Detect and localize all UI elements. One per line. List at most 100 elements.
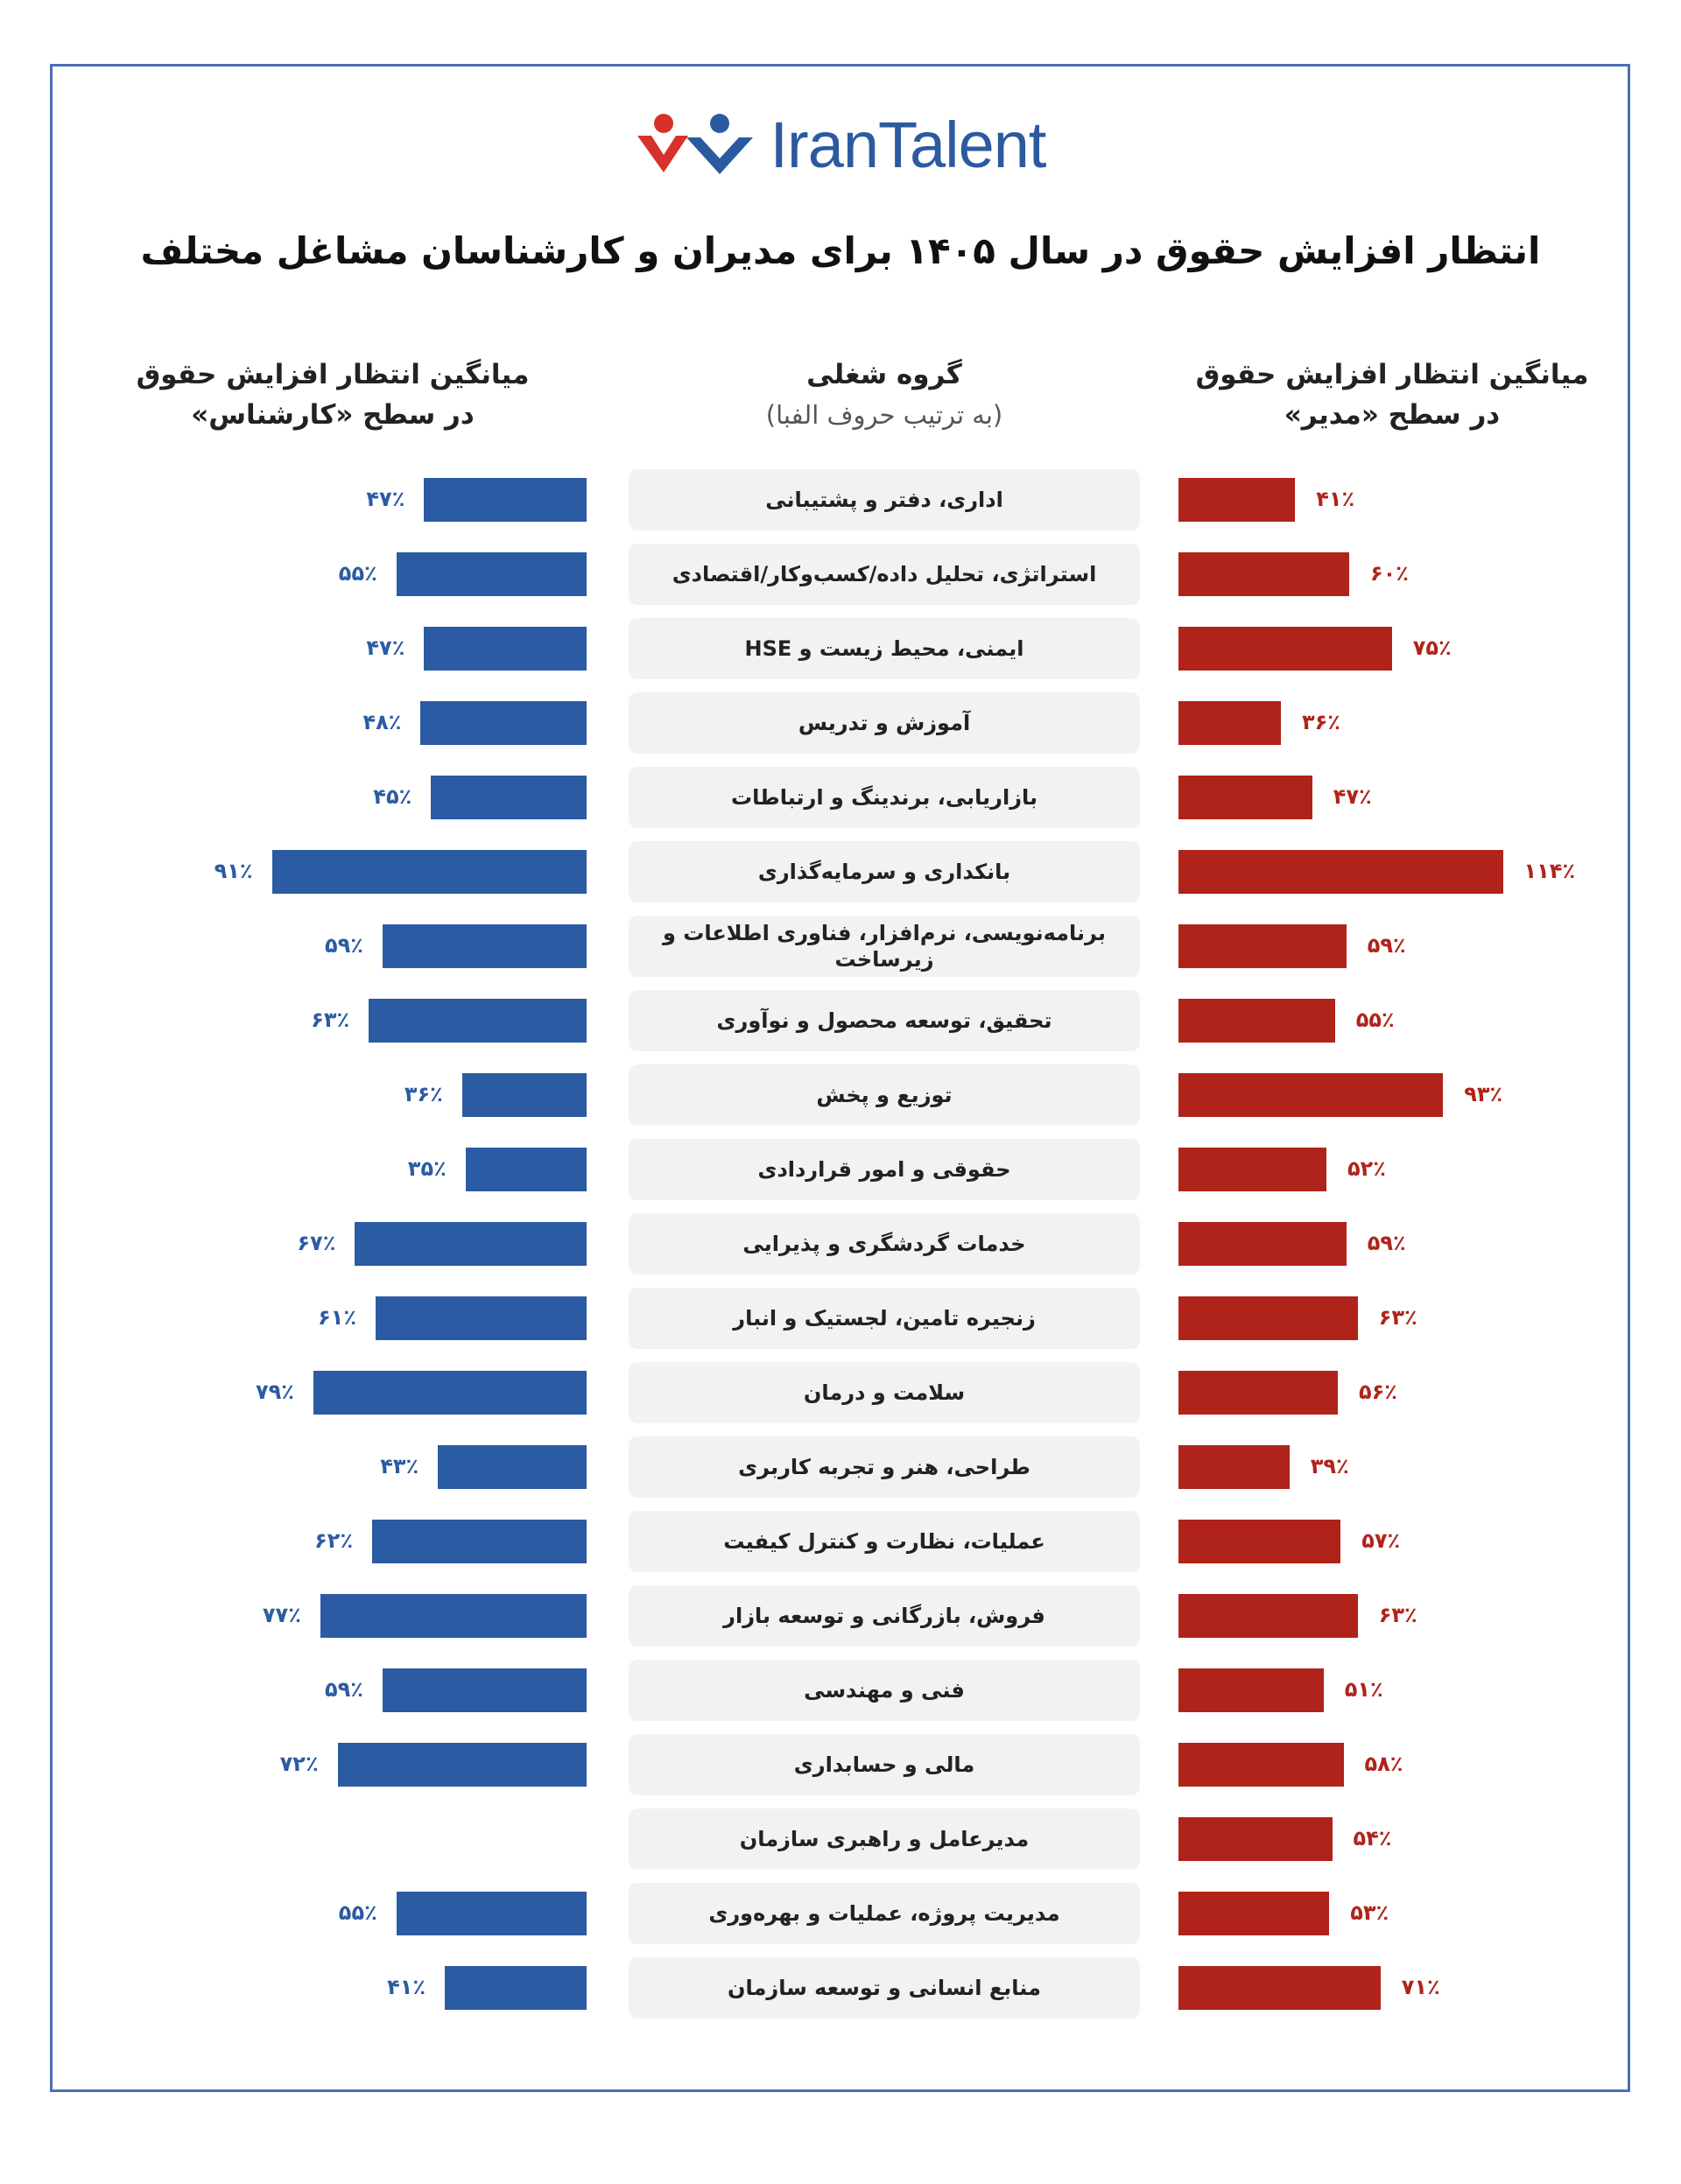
- chart-row: بانکداری و سرمایه‌گذاری ۹۱٪ ۱۱۴٪: [0, 841, 1681, 902]
- expert-bar: [372, 1520, 587, 1563]
- category-label: زنجیره تامین، لجستیک و انبار: [629, 1288, 1140, 1349]
- category-label: عملیات، نظارت و کنترل کیفیت: [629, 1511, 1140, 1572]
- manager-bar: [1178, 1296, 1358, 1340]
- category-header: گروه شغلی (به ترتیب حروف الفبا): [629, 355, 1140, 435]
- category-header-title: گروه شغلی: [806, 359, 962, 390]
- expert-bar: [313, 1371, 587, 1415]
- manager-bar: [1178, 1892, 1330, 1935]
- expert-bar: [424, 478, 587, 522]
- manager-value-label: ۵۹٪: [1367, 933, 1406, 958]
- category-label: طراحی، هنر و تجربه کاربری: [629, 1436, 1140, 1498]
- chart-row: مدیرعامل و راهبری سازمان ۵۴٪: [0, 1808, 1681, 1870]
- category-label: فروش، بازرگانی و توسعه بازار: [629, 1585, 1140, 1647]
- expert-bar: [445, 1966, 587, 2010]
- category-header-subtitle: (به ترتیب حروف الفبا): [765, 400, 1003, 430]
- expert-value-label: ۳۶٪: [404, 1082, 443, 1106]
- irantalent-logo: IranTalent: [0, 105, 1681, 184]
- category-label: توزیع و پخش: [629, 1064, 1140, 1126]
- expert-header: میانگین انتظار افزایش حقوق در سطح «کارشن…: [96, 355, 569, 435]
- manager-value-label: ۵۶٪: [1359, 1380, 1397, 1404]
- manager-value-label: ۷۱٪: [1401, 1975, 1440, 1999]
- chart-row: استراتژی، تحلیل داده/کسب‌وکار/اقتصادی ۵۵٪…: [0, 544, 1681, 605]
- manager-bar: [1178, 776, 1312, 819]
- manager-bar: [1178, 1445, 1290, 1489]
- expert-bar: [271, 850, 587, 894]
- expert-value-label: ۵۹٪: [325, 1677, 363, 1702]
- expert-bar: [465, 1148, 587, 1191]
- expert-value-label: ۴۷٪: [366, 636, 405, 660]
- chart-row: ایمنی، محیط زیست و HSE ۴۷٪ ۷۵٪: [0, 618, 1681, 679]
- manager-bar: [1178, 1073, 1444, 1117]
- expert-bar: [382, 924, 587, 968]
- chart-row: اداری، دفتر و پشتیبانی ۴۷٪ ۴۱٪: [0, 469, 1681, 530]
- category-label: حقوقی و امور قراردادی: [629, 1139, 1140, 1200]
- expert-value-label: ۷۷٪: [262, 1603, 301, 1627]
- chart-frame: [50, 64, 1630, 2092]
- category-label: فنی و مهندسی: [629, 1660, 1140, 1721]
- category-label: تحقیق، توسعه محصول و نوآوری: [629, 990, 1140, 1051]
- expert-bar: [424, 627, 587, 671]
- manager-value-label: ۵۹٪: [1367, 1231, 1406, 1255]
- manager-value-label: ۵۷٪: [1361, 1528, 1401, 1553]
- manager-value-label: ۶۳٪: [1378, 1603, 1417, 1627]
- expert-bar: [320, 1594, 587, 1638]
- manager-bar: [1178, 478, 1296, 522]
- chart-row: فنی و مهندسی ۵۹٪ ۵۱٪: [0, 1660, 1681, 1721]
- logo-people-icon: [637, 114, 753, 174]
- chart-row: عملیات، نظارت و کنترل کیفیت ۶۲٪ ۵۷٪: [0, 1511, 1681, 1572]
- chart-row: زنجیره تامین، لجستیک و انبار ۶۱٪ ۶۳٪: [0, 1288, 1681, 1349]
- manager-bar: [1178, 1371, 1338, 1415]
- manager-value-label: ۱۱۴٪: [1523, 859, 1576, 883]
- expert-value-label: ۴۵٪: [373, 784, 412, 809]
- manager-bar: [1178, 627, 1392, 671]
- manager-bar: [1178, 1520, 1341, 1563]
- manager-bar: [1178, 924, 1347, 968]
- manager-value-label: ۵۵٪: [1355, 1008, 1395, 1032]
- manager-header-line1: میانگین انتظار افزایش حقوق: [1195, 359, 1589, 390]
- chart-row: بازاریابی، برندینگ و ارتباطات ۴۵٪ ۴۷٪: [0, 767, 1681, 828]
- chart-row: فروش، بازرگانی و توسعه بازار ۷۷٪ ۶۳٪: [0, 1585, 1681, 1647]
- category-label: خدمات گردشگری و پذیرایی: [629, 1213, 1140, 1275]
- expert-value-label: ۴۱٪: [387, 1975, 426, 1999]
- expert-value-label: ۶۱٪: [318, 1305, 357, 1330]
- expert-bar: [431, 776, 587, 819]
- chart-row: منابع انسانی و توسعه سازمان ۴۱٪ ۷۱٪: [0, 1957, 1681, 2019]
- manager-header-line2: در سطح «مدیر»: [1284, 399, 1501, 431]
- manager-value-label: ۵۴٪: [1353, 1826, 1392, 1850]
- category-label: ایمنی، محیط زیست و HSE: [629, 618, 1140, 679]
- expert-bar: [369, 999, 587, 1043]
- chart-row: طراحی، هنر و تجربه کاربری ۴۳٪ ۳۹٪: [0, 1436, 1681, 1498]
- expert-bar: [438, 1445, 587, 1489]
- category-label: مدیریت پروژه، عملیات و بهره‌وری: [629, 1883, 1140, 1944]
- manager-value-label: ۵۱٪: [1344, 1677, 1383, 1702]
- expert-value-label: ۷۲٪: [279, 1752, 319, 1776]
- expert-value-label: ۴۸٪: [362, 710, 402, 734]
- expert-value-label: ۶۲٪: [314, 1528, 354, 1553]
- expert-bar: [396, 552, 587, 596]
- manager-value-label: ۵۸٪: [1364, 1752, 1403, 1776]
- category-label: منابع انسانی و توسعه سازمان: [629, 1957, 1140, 2019]
- expert-bar: [382, 1668, 587, 1712]
- manager-value-label: ۳۹٪: [1310, 1454, 1349, 1478]
- expert-bar: [396, 1892, 587, 1935]
- manager-bar: [1178, 1743, 1344, 1787]
- chart-row: مدیریت پروژه، عملیات و بهره‌وری ۵۵٪ ۵۳٪: [0, 1883, 1681, 1944]
- manager-value-label: ۷۵٪: [1412, 636, 1452, 660]
- chart-row: خدمات گردشگری و پذیرایی ۶۷٪ ۵۹٪: [0, 1213, 1681, 1275]
- chart-row: توزیع و پخش ۳۶٪ ۹۳٪: [0, 1064, 1681, 1126]
- manager-bar: [1178, 701, 1281, 745]
- chart-row: سلامت و درمان ۷۹٪ ۵۶٪: [0, 1362, 1681, 1423]
- expert-value-label: ۹۱٪: [214, 859, 253, 883]
- category-label: استراتژی، تحلیل داده/کسب‌وکار/اقتصادی: [629, 544, 1140, 605]
- chart-row: برنامه‌نویسی، نرم‌افزار، فناوری اطلاعات …: [0, 916, 1681, 977]
- manager-value-label: ۴۷٪: [1333, 784, 1372, 809]
- expert-value-label: ۵۵٪: [338, 1900, 377, 1925]
- manager-header: میانگین انتظار افزایش حقوق در سطح «مدیر»: [1138, 355, 1646, 435]
- manager-bar: [1178, 552, 1349, 596]
- manager-bar: [1178, 1668, 1324, 1712]
- expert-bar: [355, 1222, 587, 1266]
- logo-text: IranTalent: [770, 108, 1047, 181]
- manager-bar: [1178, 850, 1503, 894]
- manager-value-label: ۳۶٪: [1302, 710, 1340, 734]
- category-label: آموزش و تدریس: [629, 692, 1140, 754]
